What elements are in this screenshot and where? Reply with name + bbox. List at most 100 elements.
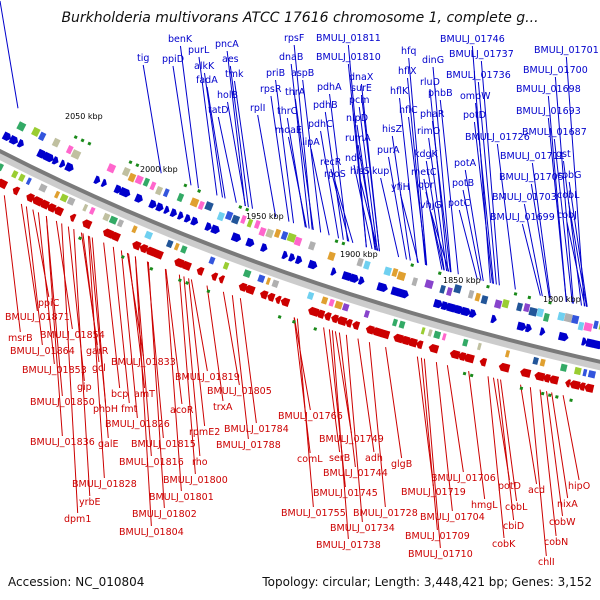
gene-label: fadA [196,75,218,86]
forward-gene-arrow [524,323,532,333]
annotation-block [144,230,154,240]
forward-gene-arrow [42,151,54,163]
forward-leader-line [547,117,567,303]
forward-leader-line [320,130,340,239]
gene-label: hflK [390,86,409,97]
forward-gene-arrow [294,255,303,265]
gene-label: adh [365,453,383,464]
gene-label: BMULJ_01810 [316,52,381,63]
forward-gene-arrow [593,340,600,350]
reverse-gene-arrow [196,266,205,276]
gene-label: bcp [111,389,128,400]
gene-label: tig [137,53,149,64]
reverse-leader-line [323,327,341,453]
forward-leader-line [203,72,223,198]
gene-label: garR [86,346,109,357]
reverse-leader-line [87,235,105,479]
reverse-gene-arrow [238,282,248,292]
reverse-gene-arrow [244,284,256,295]
gene-label: serB [329,453,350,464]
gene-label: BMULJ_01800 [163,475,228,486]
tick-marker [547,393,552,398]
forward-leader-line [477,81,497,285]
forward-leader-line [521,223,541,296]
reverse-leader-line [497,378,515,521]
reverse-leader-line [345,334,363,523]
gene-label: BMULJ_01710 [408,549,473,560]
gene-label: hipO [568,481,590,492]
forward-gene-arrow [281,250,288,260]
reverse-leader-line [91,237,109,439]
reverse-gene-arrow [47,203,57,213]
forward-leader-line [431,120,451,273]
reverse-leader-line [73,229,91,497]
forward-gene-arrow [176,211,184,220]
forward-gene-arrow [245,237,255,248]
tick-marker [185,281,189,285]
gene-label: BMULJ_01871 [5,312,70,323]
tick-marker [78,236,82,241]
forward-leader-line [553,138,573,304]
forward-leader-line [428,137,448,272]
gene-label: rpoS [324,169,346,180]
forward-leader-line [324,111,344,240]
gene-label: BMULJ_01801 [149,492,214,503]
gene-label: cobJ [557,210,577,221]
annotation-block [398,320,406,329]
reverse-gene-arrow [324,312,332,321]
kbp-label-1950: 1950 kbp [246,212,284,221]
annotation-block [476,342,482,351]
reverse-gene-arrow [331,314,339,324]
gene-label: phbB [428,88,453,99]
reverse-leader-line [120,250,138,419]
reverse-leader-line [539,389,557,537]
gene-label: gcl [92,363,106,374]
annotation-block [258,226,267,237]
reverse-leader-line [423,358,441,549]
gene-label: potA [454,158,477,169]
tick-marker [149,266,154,271]
tick-marker [128,160,133,165]
gene-label: BMULJ_01745 [313,488,378,499]
annotation-block [356,257,364,267]
forward-gene-arrow [16,139,24,148]
annotation-block [131,225,138,234]
forward-gene-arrow [490,314,497,324]
gene-label: dinG [422,55,444,66]
gene-label: rluD [420,77,440,88]
annotation-block [427,329,433,337]
annotation-block [391,267,399,278]
annotation-block [467,289,475,299]
annotation-block [273,228,282,238]
gene-label: potC [448,198,471,209]
annotation-block [328,298,335,307]
annotation-block [341,303,350,312]
reverse-leader-line [468,371,486,500]
tick-marker [206,289,211,294]
gene-label: BMULJ_01693 [516,106,581,117]
tick-marker [410,263,415,267]
forward-gene-arrow [100,178,107,187]
forward-leader-line [425,191,445,271]
annotation-block [25,177,32,186]
annotation-block [204,201,214,212]
annotation-block [176,192,185,203]
reverse-leader-line [3,195,21,333]
chromosome-backbone [0,148,600,364]
annotation-block [11,170,19,179]
annotation-block [480,295,489,305]
reverse-gene-arrow [365,325,375,335]
tick-marker [238,205,243,209]
annotation-block [396,271,407,281]
reverse-gene-arrow [336,316,348,326]
gene-label: pdhA [317,82,342,93]
reverse-leader-line [420,357,438,531]
reverse-gene-arrow [548,375,560,385]
reverse-gene-arrow [534,371,546,382]
annotation-block [536,308,545,318]
gene-label: BMULJ_01749 [319,434,384,445]
gene-label: rimO [417,126,440,137]
gene-label: gst [556,149,571,160]
annotation-block [53,190,61,199]
annotation-block [363,260,371,270]
